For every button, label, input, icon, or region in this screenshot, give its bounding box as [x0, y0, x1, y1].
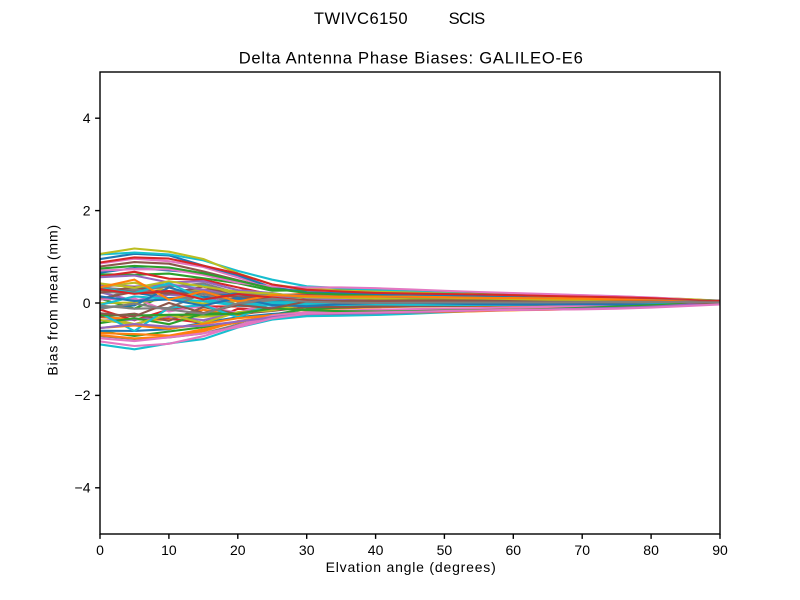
svg-text:−4: −4 — [75, 480, 91, 496]
svg-text:2: 2 — [83, 202, 91, 218]
svg-text:90: 90 — [712, 542, 728, 558]
svg-text:60: 60 — [506, 542, 522, 558]
svg-text:0: 0 — [96, 542, 104, 558]
svg-text:4: 4 — [83, 110, 91, 126]
svg-text:40: 40 — [368, 542, 384, 558]
svg-text:80: 80 — [643, 542, 659, 558]
svg-text:TWIVC6150: TWIVC6150 — [314, 9, 408, 28]
svg-text:10: 10 — [161, 542, 177, 558]
svg-text:−2: −2 — [75, 387, 91, 403]
svg-text:20: 20 — [230, 542, 246, 558]
svg-text:Delta Antenna Phase Biases: GA: Delta Antenna Phase Biases: GALILEO-E6 — [239, 49, 584, 68]
svg-text:70: 70 — [574, 542, 590, 558]
svg-text:30: 30 — [299, 542, 315, 558]
svg-text:0: 0 — [83, 295, 91, 311]
svg-text:Bias from mean (mm): Bias from mean (mm) — [45, 224, 61, 376]
svg-text:SCIS: SCIS — [449, 9, 486, 28]
svg-text:Elvation angle (degrees): Elvation angle (degrees) — [326, 559, 497, 575]
svg-text:50: 50 — [437, 542, 453, 558]
